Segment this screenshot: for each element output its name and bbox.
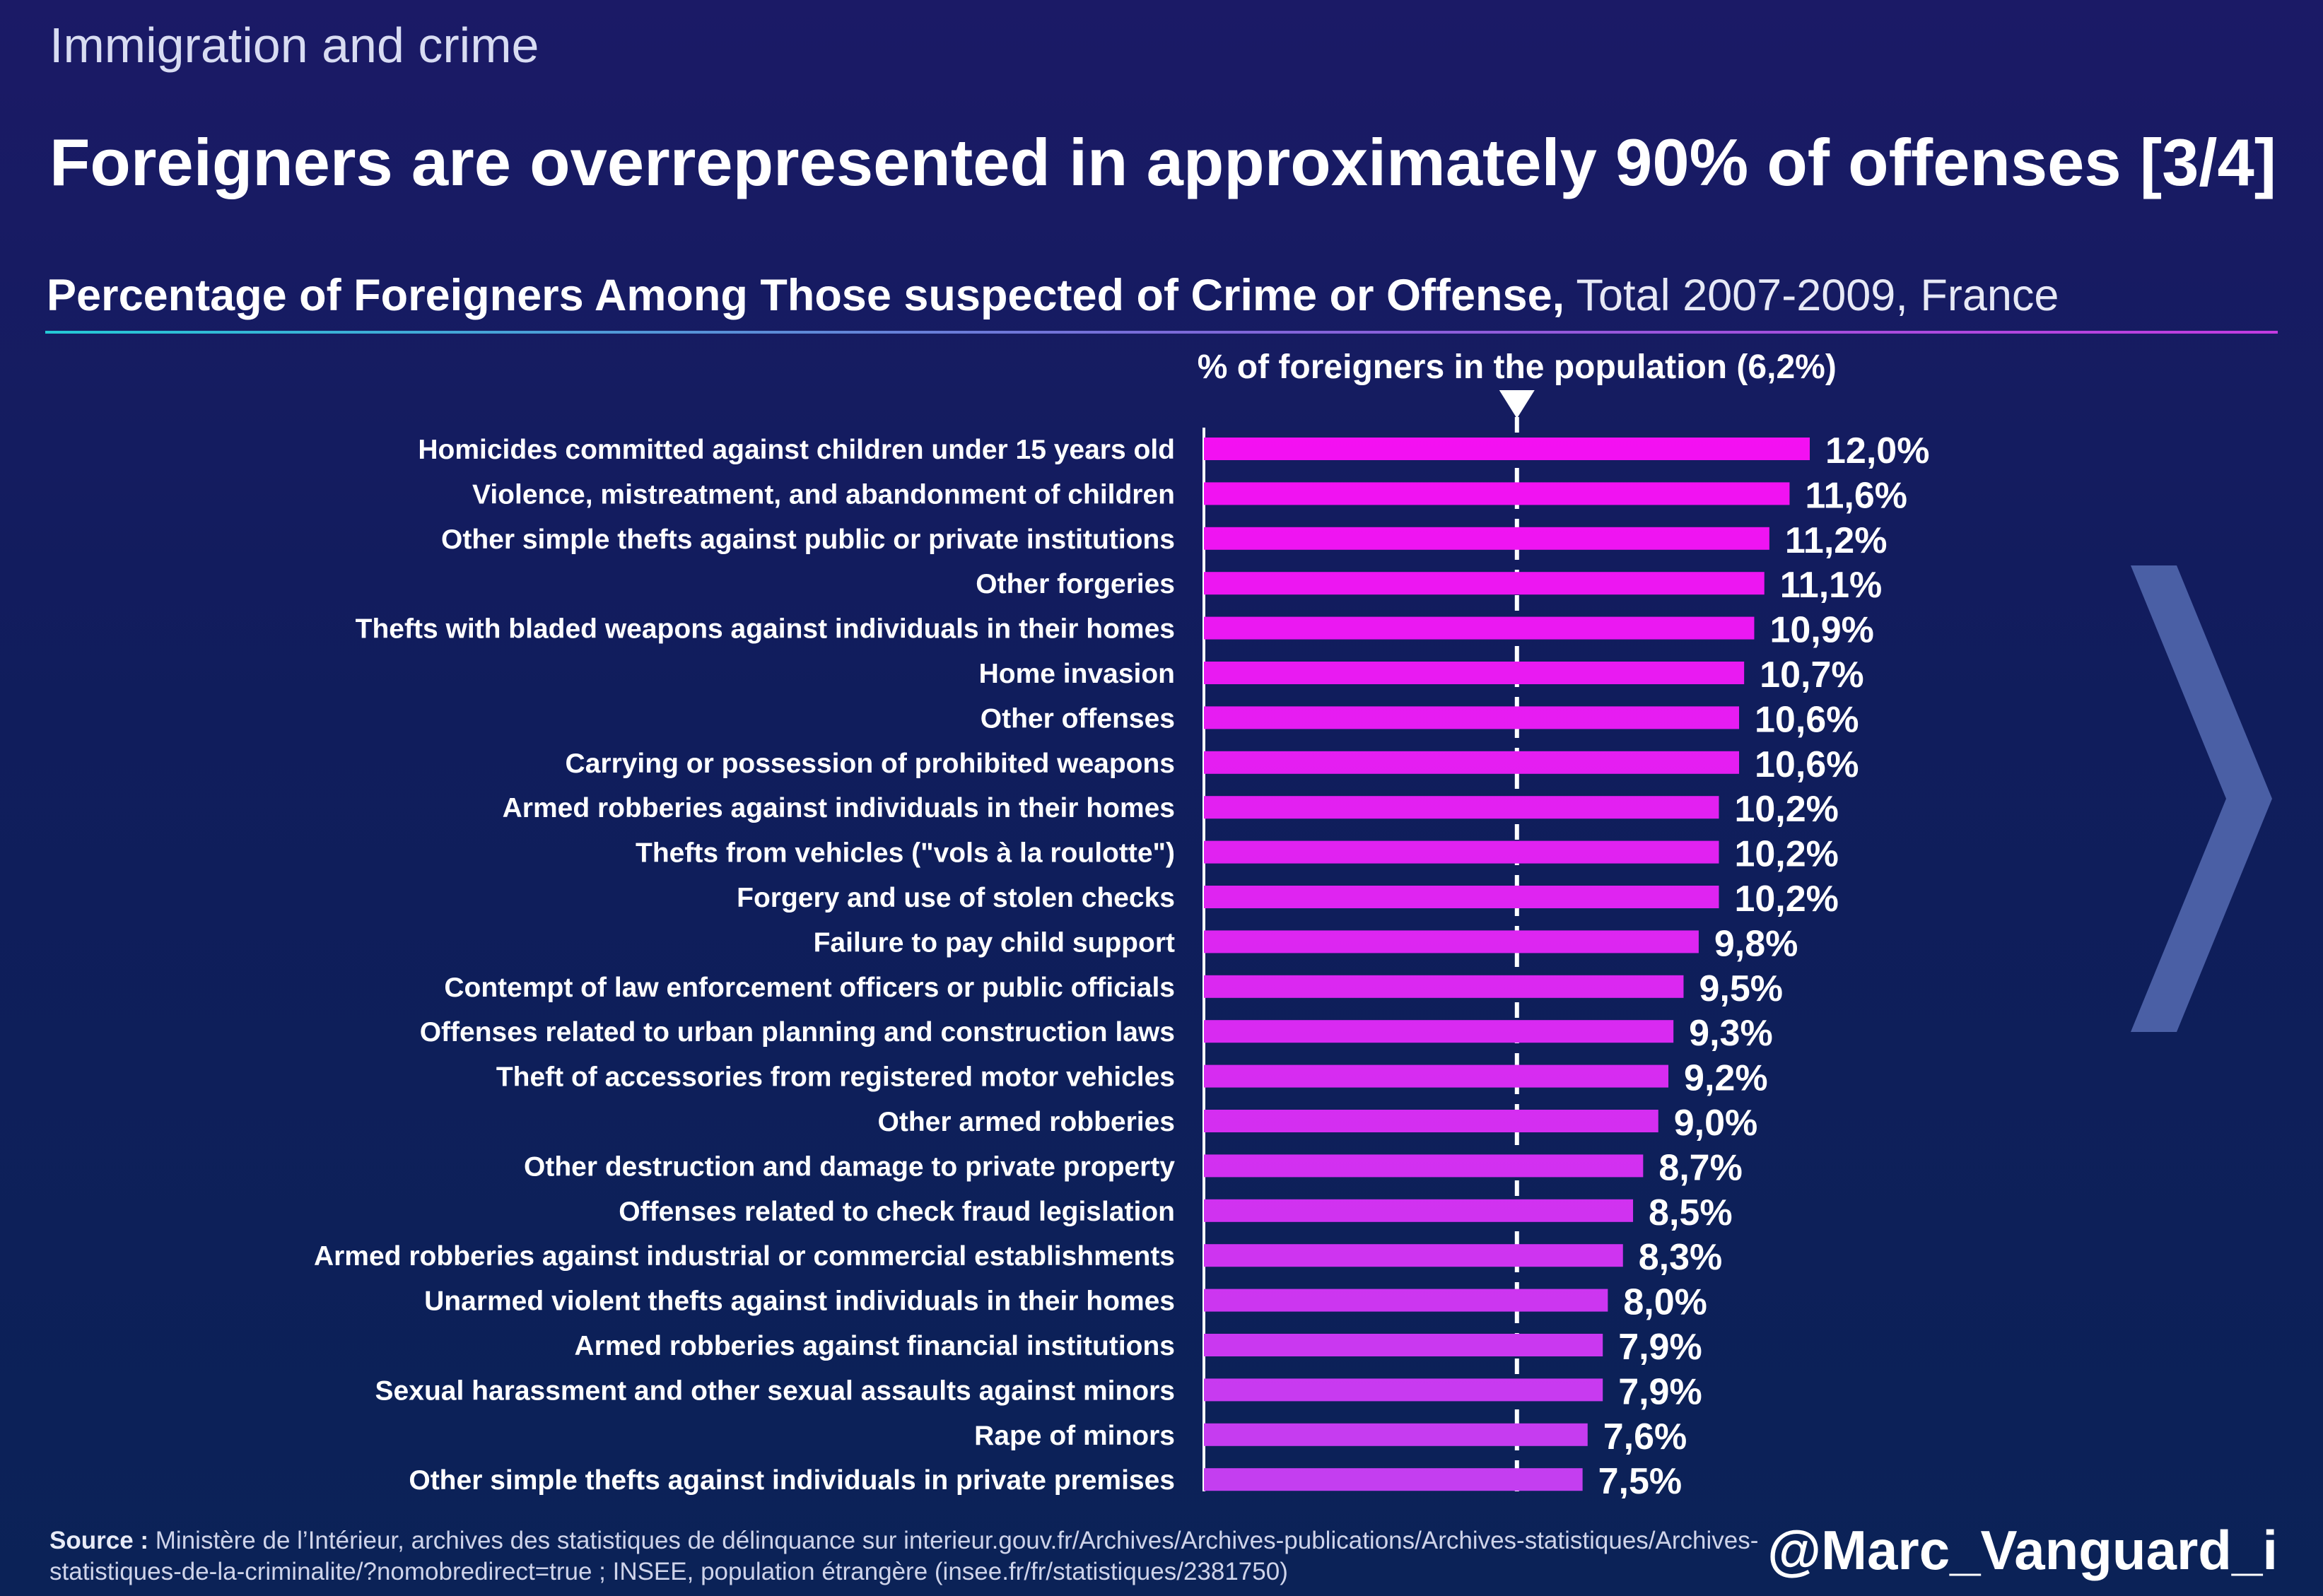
value-label: 8,3%	[1639, 1237, 1723, 1278]
bar	[1204, 1244, 1623, 1267]
value-label: 11,2%	[1785, 520, 1888, 561]
value-label: 10,9%	[1769, 610, 1873, 651]
category-label: Homicides committed against children und…	[418, 435, 1175, 465]
category-label: Home invasion	[979, 659, 1175, 689]
source-text: Ministère de l’Intérieur, archives des s…	[49, 1527, 1759, 1585]
category-label: Violence, mistreatment, and abandonment …	[472, 479, 1175, 510]
value-label: 8,7%	[1658, 1147, 1743, 1188]
bar	[1204, 840, 1719, 864]
bar	[1204, 1289, 1608, 1312]
value-label: 8,0%	[1623, 1282, 1707, 1323]
bar	[1204, 796, 1719, 819]
topic-label: Immigration and crime	[49, 18, 539, 73]
category-label: Armed robberies against financial instit…	[575, 1331, 1176, 1361]
category-label: Other forgeries	[976, 569, 1175, 599]
category-label: Other destruction and damage to private …	[524, 1151, 1175, 1182]
triangle-down-icon	[1499, 390, 1535, 418]
category-label: Offenses related to check fraud legislat…	[619, 1197, 1175, 1227]
category-label: Offenses related to urban planning and c…	[420, 1017, 1175, 1048]
category-label: Thefts from vehicles ("vols à la roulott…	[636, 838, 1175, 869]
value-label: 10,2%	[1734, 789, 1838, 830]
bar	[1204, 1154, 1644, 1178]
bar	[1204, 438, 1810, 460]
bar	[1204, 1110, 1658, 1132]
value-label: 7,9%	[1618, 1371, 1702, 1412]
bar	[1204, 1378, 1603, 1402]
author-handle: @Marc_Vanguard_i	[1767, 1519, 2278, 1581]
category-label: Carrying or possession of prohibited wea…	[566, 749, 1175, 779]
category-label: Unarmed violent thefts against individua…	[424, 1286, 1175, 1317]
bar	[1204, 751, 1740, 774]
category-label: Armed robberies against individuals in t…	[503, 793, 1175, 823]
value-label: 9,0%	[1674, 1103, 1758, 1144]
bar	[1204, 482, 1790, 505]
category-label: Other simple thefts against individuals …	[409, 1465, 1175, 1496]
value-label: 7,5%	[1598, 1461, 1683, 1498]
bar	[1204, 706, 1740, 729]
value-label: 11,1%	[1780, 565, 1883, 606]
value-label: 10,2%	[1734, 879, 1838, 920]
bar	[1204, 1020, 1674, 1043]
value-label: 10,7%	[1760, 655, 1863, 696]
bar	[1204, 1334, 1603, 1356]
category-label: Sexual harassment and other sexual assau…	[375, 1375, 1175, 1406]
bar	[1204, 975, 1684, 998]
value-label: 9,3%	[1689, 1013, 1773, 1054]
value-label: 12,0%	[1825, 430, 1929, 471]
bar	[1204, 1199, 1634, 1222]
bar	[1204, 886, 1719, 908]
category-label: Armed robberies against industrial or co…	[314, 1241, 1175, 1272]
category-label: Forgery and use of stolen checks	[737, 883, 1175, 913]
reference-label: % of foreigners in the population (6,2%)	[1198, 348, 1837, 386]
bar	[1204, 527, 1769, 550]
bar-chart: % of foreigners in the population (6,2%)…	[314, 348, 1930, 1498]
value-label: 8,5%	[1649, 1192, 1733, 1233]
category-label: Theft of accessories from registered mot…	[496, 1062, 1175, 1093]
source-note: Source : Ministère de l’Intérieur, archi…	[49, 1525, 1760, 1588]
value-label: 11,6%	[1805, 475, 1907, 516]
headline: Foreigners are overrepresented in approx…	[49, 125, 2277, 199]
bar	[1204, 616, 1755, 640]
bar	[1204, 1423, 1588, 1446]
category-label: Thefts with bladed weapons against indiv…	[356, 614, 1175, 645]
source-label: Source :	[49, 1527, 149, 1554]
bar	[1204, 930, 1699, 954]
value-label: 9,2%	[1684, 1058, 1768, 1099]
category-label: Failure to pay child support	[814, 927, 1175, 958]
value-label: 7,9%	[1618, 1327, 1702, 1368]
category-label: Rape of minors	[974, 1421, 1175, 1451]
value-label: 10,2%	[1734, 834, 1838, 875]
value-label: 9,8%	[1714, 923, 1798, 964]
category-label: Other offenses	[981, 703, 1175, 734]
category-label: Contempt of law enforcement officers or …	[444, 973, 1175, 1003]
bar	[1204, 1064, 1669, 1088]
value-label: 10,6%	[1755, 699, 1859, 740]
value-label: 7,6%	[1603, 1416, 1687, 1457]
category-label: Other simple thefts against public or pr…	[441, 524, 1175, 555]
category-label: Other armed robberies	[878, 1107, 1175, 1137]
title-divider	[45, 331, 2278, 334]
value-label: 9,5%	[1699, 968, 1783, 1009]
subtitle-period: Total 2007-2009, France	[1576, 271, 2059, 320]
bar	[1204, 572, 1765, 595]
subtitle-main: Percentage of Foreigners Among Those sus…	[47, 271, 1565, 320]
chart-subtitle: Percentage of Foreigners Among Those sus…	[47, 270, 2059, 321]
bar	[1204, 1468, 1583, 1491]
bar	[1204, 662, 1745, 684]
chevron-right-icon[interactable]	[2124, 565, 2279, 1032]
value-label: 10,6%	[1755, 744, 1859, 785]
